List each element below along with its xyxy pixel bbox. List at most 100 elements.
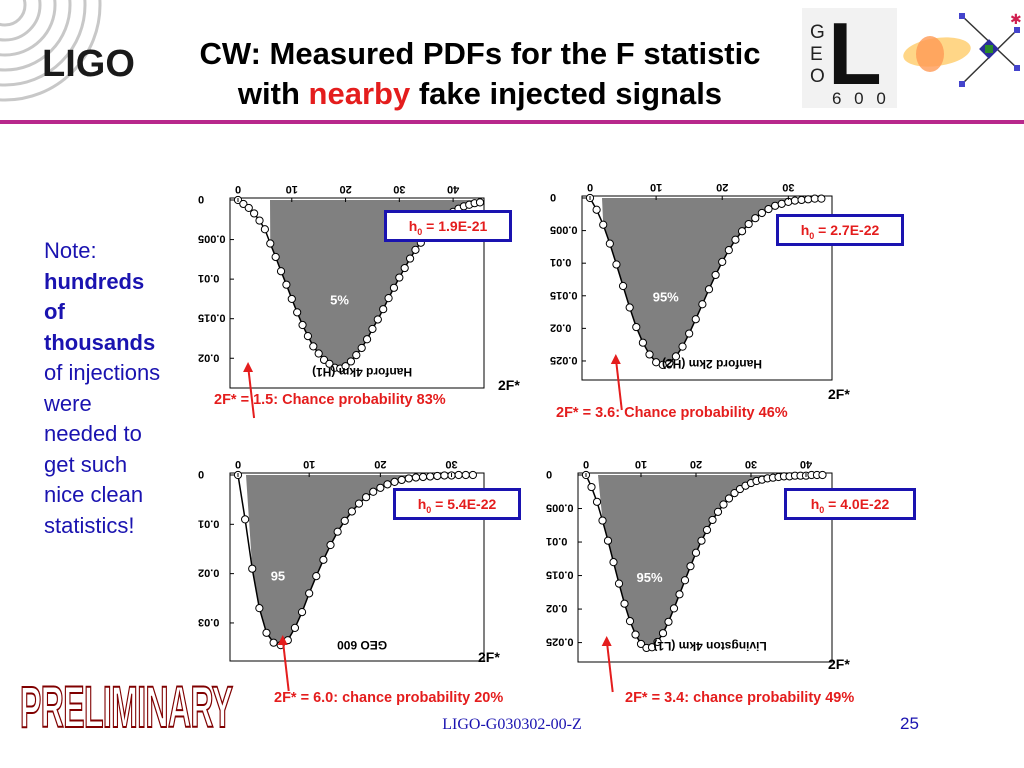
- data-point: [713, 507, 723, 516]
- h0-label-box-l1: h0 = 4.0E-22: [784, 488, 916, 520]
- data-point: [658, 629, 668, 638]
- title-line-2: with nearby fake injected signals: [160, 74, 800, 114]
- geo-letter-o: O: [810, 66, 825, 87]
- data-point: [618, 281, 628, 291]
- data-point: [250, 209, 259, 218]
- data-point: [369, 487, 378, 496]
- y-tick-label: 0.005: [550, 224, 578, 236]
- data-point: [598, 516, 607, 525]
- title-line-1: CW: Measured PDFs for the F statistic: [199, 36, 761, 71]
- detector-label: GEO 600: [337, 638, 387, 652]
- side-note: Note: hundreds of thousands of injection…: [44, 236, 186, 541]
- y-tick-label: 0.02: [546, 602, 567, 614]
- data-point: [241, 515, 250, 524]
- y-tick-label: 0.025: [550, 354, 578, 366]
- note-line: nice clean: [44, 482, 144, 507]
- shaded-area: [246, 475, 473, 646]
- data-point: [411, 245, 420, 254]
- data-point: [303, 332, 313, 341]
- geo-big-l: L: [828, 8, 882, 103]
- y-tick-label: 0.01: [550, 256, 571, 268]
- geo-letter-e: E: [810, 44, 823, 65]
- data-point: [719, 500, 728, 509]
- x-tick-label: 0: [235, 458, 241, 470]
- shaded-area: [602, 198, 822, 365]
- y-tick-label: 0: [550, 191, 556, 203]
- preliminary-watermark: PRELIMINARY: [19, 674, 233, 741]
- data-point: [326, 540, 335, 550]
- caption-geo600: 2F* = 6.0: chance probability 20%: [274, 690, 504, 706]
- y-tick-label: 0.01: [198, 517, 219, 529]
- data-point: [697, 536, 706, 545]
- document-id: LIGO-G030302-00-Z: [442, 716, 582, 733]
- data-point: [239, 199, 248, 209]
- data-point: [592, 497, 602, 506]
- data-point: [362, 493, 371, 502]
- data-point: [603, 536, 613, 545]
- data-point: [347, 507, 356, 516]
- data-point: [797, 195, 806, 205]
- y-tick-label: 0.025: [546, 636, 574, 648]
- y-tick-label: 0.02: [198, 567, 219, 579]
- geo-digits: 6 0 0: [832, 89, 890, 108]
- data-point: [718, 257, 727, 266]
- data-point: [691, 315, 700, 324]
- x-tick-label: 20: [716, 181, 728, 193]
- h0-label: h0 = 4.0E-22: [810, 496, 890, 515]
- data-point: [638, 338, 647, 347]
- title-line-2-post: fake injected signals: [410, 76, 723, 111]
- threshold-arrow: [605, 639, 614, 693]
- data-point: [599, 220, 608, 229]
- data-point: [276, 267, 286, 276]
- data-point: [368, 324, 377, 334]
- data-point: [804, 195, 813, 204]
- data-point: [751, 214, 760, 223]
- axis-label-2fstar: 2F*: [828, 386, 850, 402]
- data-point: [244, 203, 253, 213]
- data-point: [309, 342, 318, 351]
- data-point: [305, 589, 314, 598]
- data-point: [724, 246, 733, 255]
- data-point: [698, 300, 707, 309]
- data-point: [404, 474, 413, 483]
- data-point: [620, 599, 629, 608]
- data-point: [376, 483, 385, 492]
- h0-label: h0 = 5.4E-22: [417, 496, 497, 515]
- svg-text:✱: ✱: [1010, 11, 1022, 27]
- data-point: [290, 623, 300, 632]
- data-point: [269, 638, 278, 647]
- data-point: [352, 350, 361, 360]
- h0-label: h0 = 1.9E-21: [408, 218, 488, 237]
- x-tick-label: 10: [303, 458, 315, 470]
- h0-label-box-h1: h0 = 1.9E-21: [384, 210, 512, 242]
- data-point: [418, 472, 428, 482]
- data-point: [400, 263, 409, 273]
- page-number: 25: [900, 714, 919, 733]
- data-point: [614, 579, 624, 588]
- data-point: [389, 283, 399, 292]
- x-tick-label: 20: [690, 458, 702, 470]
- x-tick-label: 30: [782, 181, 794, 193]
- data-point: [609, 558, 618, 567]
- data-point: [373, 315, 382, 324]
- data-point: [333, 527, 342, 536]
- data-point: [737, 227, 747, 236]
- data-point: [724, 494, 734, 503]
- y-tick-label: 0: [198, 193, 204, 205]
- note-line: statistics!: [44, 512, 135, 538]
- data-point: [260, 225, 269, 234]
- note-bold-line: of: [44, 299, 65, 324]
- x-tick-label: 30: [445, 458, 457, 470]
- data-point: [433, 471, 442, 481]
- axis-label-2fstar: 2F*: [478, 649, 500, 665]
- data-point: [669, 604, 679, 613]
- data-point: [625, 303, 634, 312]
- page-title: CW: Measured PDFs for the F statistic wi…: [160, 34, 800, 114]
- h0-label-box-geo600: h0 = 5.4E-22: [393, 488, 521, 520]
- data-point: [346, 357, 356, 366]
- x-tick-label: 10: [650, 181, 662, 193]
- data-point: [384, 294, 393, 303]
- shaded-area: [598, 475, 823, 648]
- data-point: [708, 515, 717, 525]
- threshold-arrow-head: [243, 362, 254, 372]
